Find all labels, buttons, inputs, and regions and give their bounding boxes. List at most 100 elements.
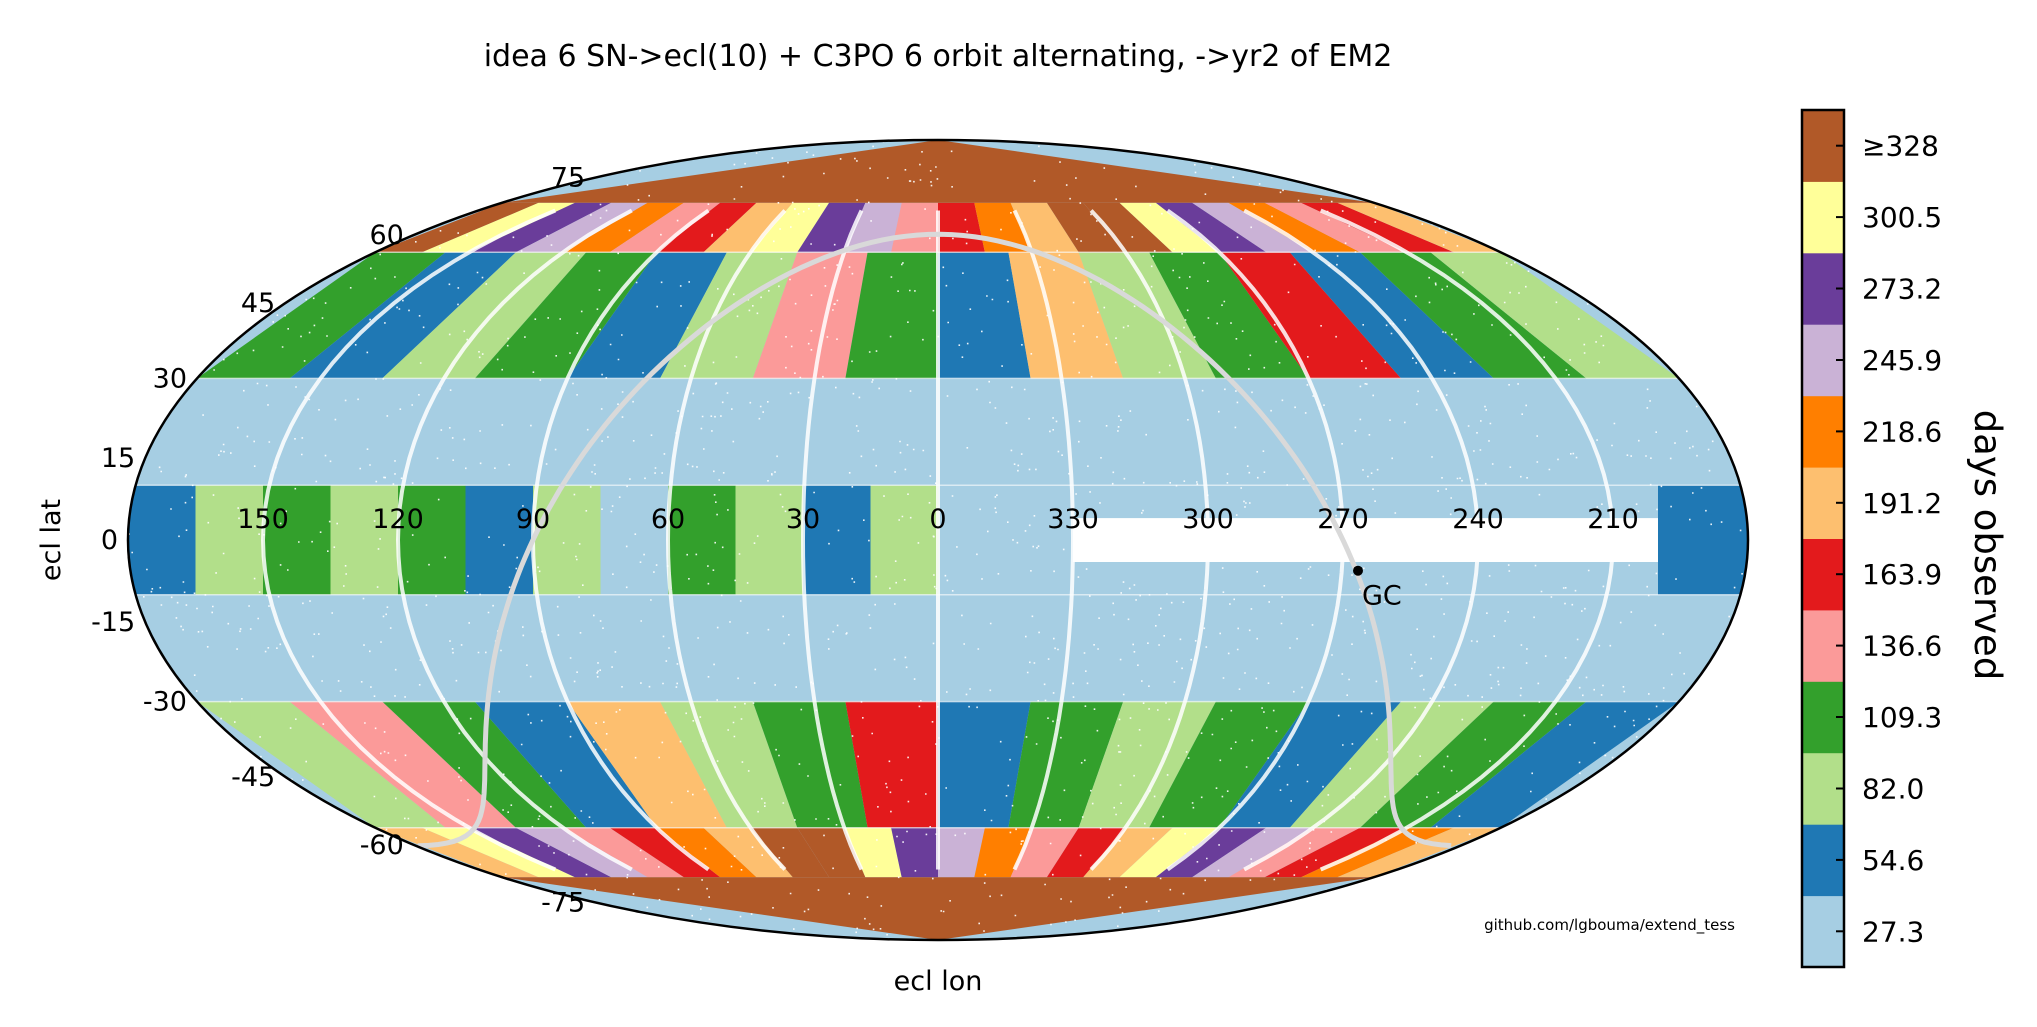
coverage-gap-meridian: [800, 209, 864, 871]
band-south-polar-sector: [1119, 827, 1220, 878]
band-north-mid-sector: [1289, 252, 1494, 379]
colorbar-outline: [1800, 108, 1846, 969]
band-south-polar-sector: [750, 827, 830, 878]
colorbar-tick-label: 82.0: [1862, 773, 1924, 806]
colorbar-tick-label: 54.6: [1862, 844, 1924, 877]
coverage-gap-meridian: [665, 209, 787, 871]
band-south-polar-sector: [891, 827, 938, 878]
band-north-polar-sector: [1228, 202, 1361, 253]
lon-tick-label: 330: [1047, 504, 1099, 535]
coverage-gap-meridian: [1012, 209, 1076, 871]
coverage-gap-meridian: [260, 208, 557, 872]
band-south-mid-sector: [1149, 701, 1309, 828]
band-north-cap: [502, 140, 1374, 203]
band-north-polar-sector: [1301, 202, 1454, 253]
lon-tick-label: 30: [786, 504, 820, 535]
band-south-polar-sector: [656, 827, 757, 878]
band-south-mid-sector: [845, 701, 938, 828]
colorbar-tick-label: ≥328: [1862, 130, 1939, 163]
lon-tick-label: 90: [516, 504, 550, 535]
galactic-center-marker: [1353, 565, 1363, 576]
band-south-polar-sector: [562, 827, 684, 878]
longitude-ticks: 150 120 90 60 30 0 330 300 270 240 210: [237, 504, 1639, 535]
lon-tick-label: 0: [929, 504, 946, 535]
colorbar-tick-label: 109.3: [1862, 701, 1942, 734]
band-south-mid-sector: [474, 701, 657, 828]
colorbar-tick-label: 163.9: [1862, 558, 1942, 591]
band-south-mid-sector: [938, 701, 1031, 828]
band-south-polar-sector: [1046, 827, 1126, 878]
band-north-mid-sector: [938, 252, 1031, 379]
band-north-mid-sector: [197, 252, 446, 379]
band-north-mid-sector: [474, 252, 657, 379]
band-south-mid-sector: [1219, 701, 1402, 828]
colorbar-tick-label: 27.3: [1862, 915, 1924, 948]
band-south-polar-sector: [1192, 827, 1314, 878]
band-equatorial-stripe: [465, 485, 534, 595]
band-equatorial-east: [1658, 485, 1748, 595]
lat-tick-label: 30: [153, 363, 187, 394]
credit-text: github.com/lgbouma/extend_tess: [1484, 916, 1735, 935]
band-equatorial-stripe: [803, 485, 871, 595]
colorbar-tick-label: 245.9: [1862, 344, 1942, 377]
band-south-polar-sector: [1264, 827, 1407, 878]
band-north-mid-sector: [1430, 252, 1679, 379]
band-north-polar-sector: [750, 202, 830, 253]
band-north-polar-sector: [1337, 202, 1501, 253]
band-north-mid-sector: [1008, 252, 1124, 379]
lat-tick-label: 75: [551, 163, 585, 194]
lat-tick-label: -75: [541, 887, 585, 918]
band-north-polar-sector: [1264, 202, 1407, 253]
band-south-mid-sector: [752, 701, 868, 828]
band-equatorial-stripe: [600, 485, 669, 595]
galactic-plane-curve: [417, 231, 1452, 849]
band-north-polar-sector: [1083, 202, 1173, 253]
band-north-polar-sector: [515, 202, 648, 253]
colorbar-tick-label: 218.6: [1862, 415, 1942, 448]
band-equatorial-stripe: [398, 485, 466, 595]
chart-title: idea 6 SN->ecl(10) + C3PO 6 orbit altern…: [484, 39, 1393, 74]
band-south-mid-sector: [1008, 701, 1124, 828]
band-equatorial-stripe: [195, 485, 264, 595]
band-north-polar-sector: [609, 202, 721, 253]
band-south-polar-sector: [515, 827, 648, 878]
band-south-polar-sector: [1155, 827, 1267, 878]
colorbar: 27.3 54.6 82.0 109.3 136.6 163.9 191.2 218.6 245…: [1800, 108, 1942, 969]
band-south-mid-sector: [660, 701, 798, 828]
band-north-mid-sector: [382, 252, 587, 379]
band-north-polar-sector: [422, 202, 575, 253]
band-north-polar-sector: [703, 202, 793, 253]
band-south-mid-sector: [197, 701, 446, 828]
band-south-polar-sector: [844, 827, 902, 878]
band-south-polar-sector: [469, 827, 612, 878]
band-south-polar-sector: [609, 827, 721, 878]
band-north-mid-sector: [752, 252, 868, 379]
band-north-mid-sector: [1219, 252, 1402, 379]
band-north-polar-sector: [469, 202, 612, 253]
band-equatorial-stripe: [330, 485, 399, 595]
galactic-center-label: GC: [1362, 581, 1402, 612]
coverage-gap-meridian: [1243, 208, 1481, 872]
band-north-polar-sector: [891, 202, 938, 253]
band-south-mid-sector: [1078, 701, 1216, 828]
coverage-gap-meridian: [395, 208, 633, 872]
band-equatorial-stripe: [263, 485, 331, 595]
lat-tick-label: 0: [101, 525, 118, 556]
band-unobserved: [1073, 518, 1658, 562]
band-equatorial-stripe: [735, 485, 804, 595]
band-south-polar-sector: [375, 827, 539, 878]
band-south-cap: [502, 877, 1374, 940]
band-north-mid-sector: [660, 252, 798, 379]
lat-tick-label: 45: [241, 288, 275, 319]
lat-tick-label: 60: [369, 220, 403, 251]
band-north-polar-sector: [562, 202, 684, 253]
colorbar-tick-label: 191.2: [1862, 487, 1942, 520]
colorbar-tick-label: 300.5: [1862, 201, 1942, 234]
colorbar-tick-label: 136.6: [1862, 630, 1942, 663]
band-equatorial-stripe: [128, 485, 196, 595]
map-outline: [126, 138, 1750, 942]
band-south-polar-sector: [1083, 827, 1173, 878]
